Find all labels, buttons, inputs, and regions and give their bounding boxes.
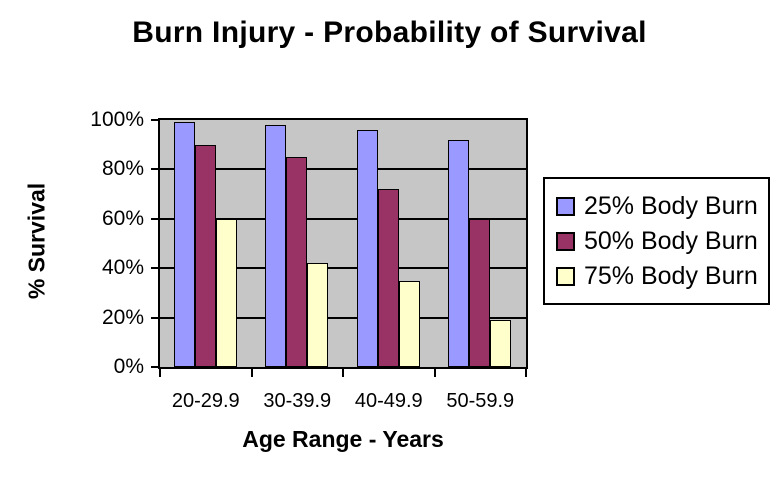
x-tick-mark-1 [250,369,253,377]
bar-groups [160,120,526,367]
legend-label: 50% Body Burn [584,226,758,255]
legend-swatch-icon [556,266,575,286]
bar-75-body-burn-30-39.9 [307,263,329,367]
bars-20-29.9 [173,120,237,367]
x-axis-title: Age Range - Years [242,426,444,452]
y-tick-mark-60 [151,217,158,220]
bar-group-50-59.9 [435,120,527,367]
gridline-80 [160,168,526,171]
plot-area: 100% 80% 60% 40% 20% 0% [90,108,528,378]
bar-group-40-49.9 [343,120,435,367]
y-tick-label: 80% [101,157,144,181]
legend-item-50-body-burn: 50% Body Burn [556,226,768,255]
bar-25-body-burn-50-59.9 [448,139,470,367]
y-axis-title: % Survival [23,182,50,300]
bar-50-body-burn-30-39.9 [286,157,308,367]
y-tick-mark-100 [151,119,158,121]
bar-75-body-burn-20-29.9 [215,218,237,367]
y-tick-mark-20 [151,316,158,319]
legend-swatch-icon [556,231,575,251]
legend-label: 25% Body Burn [584,191,758,220]
bars-50-59.9 [448,120,512,367]
bar-75-body-burn-50-59.9 [490,320,512,367]
x-tick-mark-4 [525,369,527,377]
y-tick-label: 100% [90,108,144,131]
x-tick-label: 20-29.9 [171,390,240,412]
legend-label: 75% Body Burn [584,261,758,290]
y-tick-mark-0 [151,366,158,368]
y-tick-mark-80 [151,168,158,171]
y-tick-label: 60% [101,206,144,230]
legend-swatch-icon [556,196,575,216]
bar-75-body-burn-40-49.9 [398,280,420,367]
bar-group-30-39.9 [252,120,344,367]
x-tick-label: 30-39.9 [263,390,332,412]
bar-50-body-burn-50-59.9 [469,218,491,367]
x-tick-mark-3 [433,369,436,377]
gridline-60 [160,217,526,220]
x-tick-label: 40-49.9 [354,390,423,412]
y-tick-mark-40 [151,267,158,270]
bar-50-body-burn-40-49.9 [377,189,399,367]
bars-40-49.9 [356,120,420,367]
bar-group-20-29.9 [160,120,252,367]
bars-30-39.9 [265,120,329,367]
x-tick-mark-0 [159,369,161,377]
bar-25-body-burn-40-49.9 [356,129,378,367]
bar-25-body-burn-20-29.9 [173,122,195,367]
gridline-40 [160,267,526,270]
bar-50-body-burn-20-29.9 [194,144,216,367]
x-tick-labels: 20-29.9 30-39.9 40-49.9 50-59.9 [160,390,526,413]
x-tick-mark-2 [342,369,344,377]
y-tick-label: 20% [101,305,144,329]
y-tick-label: 40% [101,256,144,280]
gridline-20 [160,316,526,319]
legend-item-25-body-burn: 25% Body Burn [556,191,768,220]
bar-25-body-burn-30-39.9 [265,124,287,367]
y-tick-label: 0% [113,355,144,378]
x-tick-label: 50-59.9 [446,390,515,412]
legend: 25% Body Burn 50% Body Burn 75% Body Burn [543,177,770,305]
legend-item-75-body-burn: 75% Body Burn [556,261,768,290]
chart-title: Burn Injury - Probability of Survival [132,16,647,49]
